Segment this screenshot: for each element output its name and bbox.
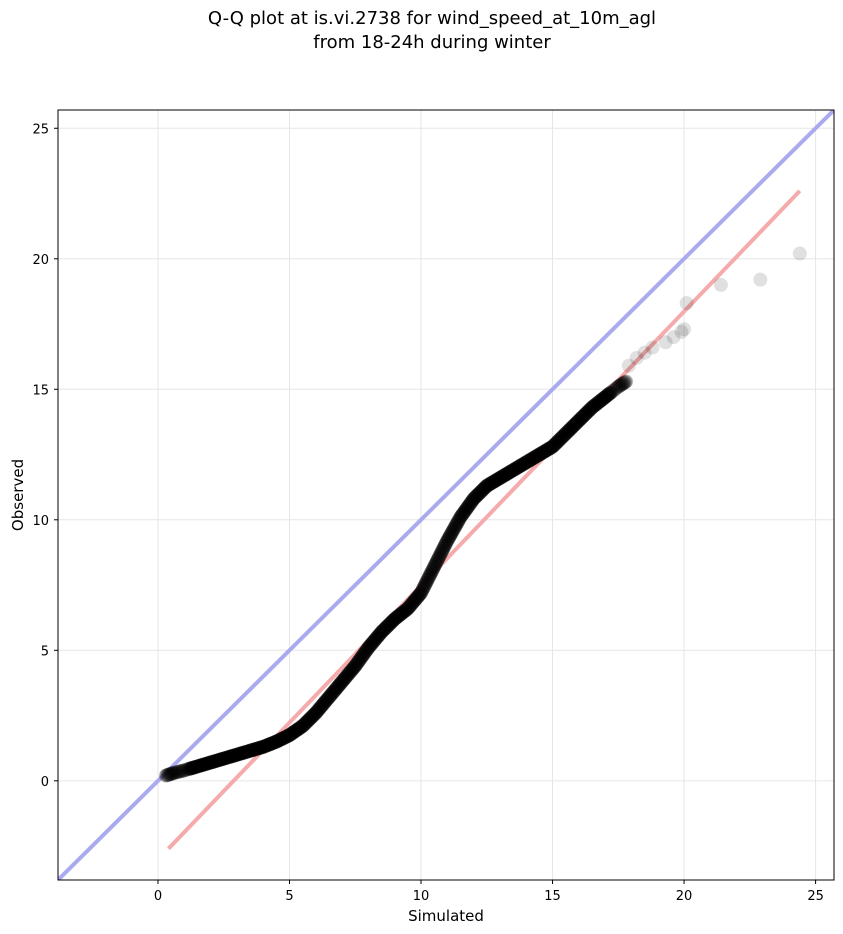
x-tick-label-2: 10 [413, 889, 430, 904]
x-axis-ticks: 0 5 10 15 20 25 [154, 880, 824, 904]
chart-title: Q-Q plot at is.vi.2738 for wind_speed_at… [208, 8, 656, 53]
tail-point-11 [792, 246, 807, 261]
qq-point-349 [609, 380, 624, 395]
qq-point-8 [165, 766, 180, 781]
tail-point-5 [666, 330, 681, 345]
x-tick-label-3: 15 [544, 889, 561, 904]
x-tick-label-5: 25 [807, 889, 824, 904]
plot-frame [57, 109, 835, 881]
y-tick-label-2: 10 [32, 514, 49, 529]
qq-point-0 [158, 768, 173, 783]
plot-area [58, 110, 834, 880]
qq-point-348 [608, 381, 623, 396]
qq-point-3 [161, 767, 176, 782]
qq-point-357 [616, 376, 631, 391]
identity-line [58, 110, 834, 880]
qq-point-2 [160, 768, 175, 783]
tail-point-7 [677, 322, 692, 337]
qq-point-344 [603, 385, 618, 400]
tail-point-10 [753, 272, 768, 287]
tail-point-8 [679, 296, 694, 311]
qq-point-355 [615, 377, 630, 392]
tail-point-0 [621, 358, 636, 373]
grid [58, 110, 834, 880]
qq-point-346 [606, 383, 621, 398]
qq-point-352 [612, 378, 627, 393]
qq-point-10 [166, 765, 181, 780]
tail-point-9 [713, 277, 728, 292]
y-tick-label-4: 20 [32, 253, 49, 268]
qq-point-354 [614, 377, 629, 392]
y-tick-label-0: 0 [41, 775, 49, 790]
chart-title-line-2: from 18-24h during winter [313, 32, 551, 53]
x-axis-label: Simulated [408, 907, 484, 925]
chart-title-line-1: Q-Q plot at is.vi.2738 for wind_speed_at… [208, 8, 656, 29]
tail-point-3 [645, 340, 660, 355]
qq-point-7 [164, 766, 179, 781]
y-tick-label-1: 5 [41, 644, 49, 659]
qq-point-1 [159, 768, 174, 783]
qq-point-347 [607, 382, 622, 397]
x-tick-label-0: 0 [154, 889, 162, 904]
tail-point-2 [637, 345, 652, 360]
tail-point-1 [629, 350, 644, 365]
y-axis-ticks: 0 5 10 15 20 25 [32, 122, 58, 790]
qq-point-356 [616, 376, 631, 391]
qq-point-15 [172, 764, 187, 779]
data-points [158, 246, 807, 783]
x-tick-label-1: 5 [285, 889, 293, 904]
y-tick-label-5: 25 [32, 122, 49, 137]
qq-point-9 [165, 766, 180, 781]
x-tick-label-4: 20 [676, 889, 693, 904]
qq-point-12 [168, 765, 183, 780]
y-tick-label-3: 15 [32, 383, 49, 398]
tail-point-6 [674, 324, 689, 339]
qq-point-5 [162, 767, 177, 782]
qq-point-14 [170, 764, 185, 779]
qq-point-351 [612, 379, 627, 394]
tail-point-4 [658, 335, 673, 350]
qq-point-350 [611, 379, 626, 394]
qq-point-11 [167, 765, 182, 780]
qq-point-6 [163, 767, 178, 782]
qq-point-353 [613, 378, 628, 393]
qq-point-345 [604, 384, 619, 399]
qq-point-4 [162, 767, 177, 782]
qq-point-13 [169, 765, 184, 780]
y-axis-label: Observed [9, 459, 27, 531]
qq-point-359 [618, 374, 633, 389]
qq-point-358 [617, 375, 632, 390]
qq-point-360 [619, 374, 634, 389]
